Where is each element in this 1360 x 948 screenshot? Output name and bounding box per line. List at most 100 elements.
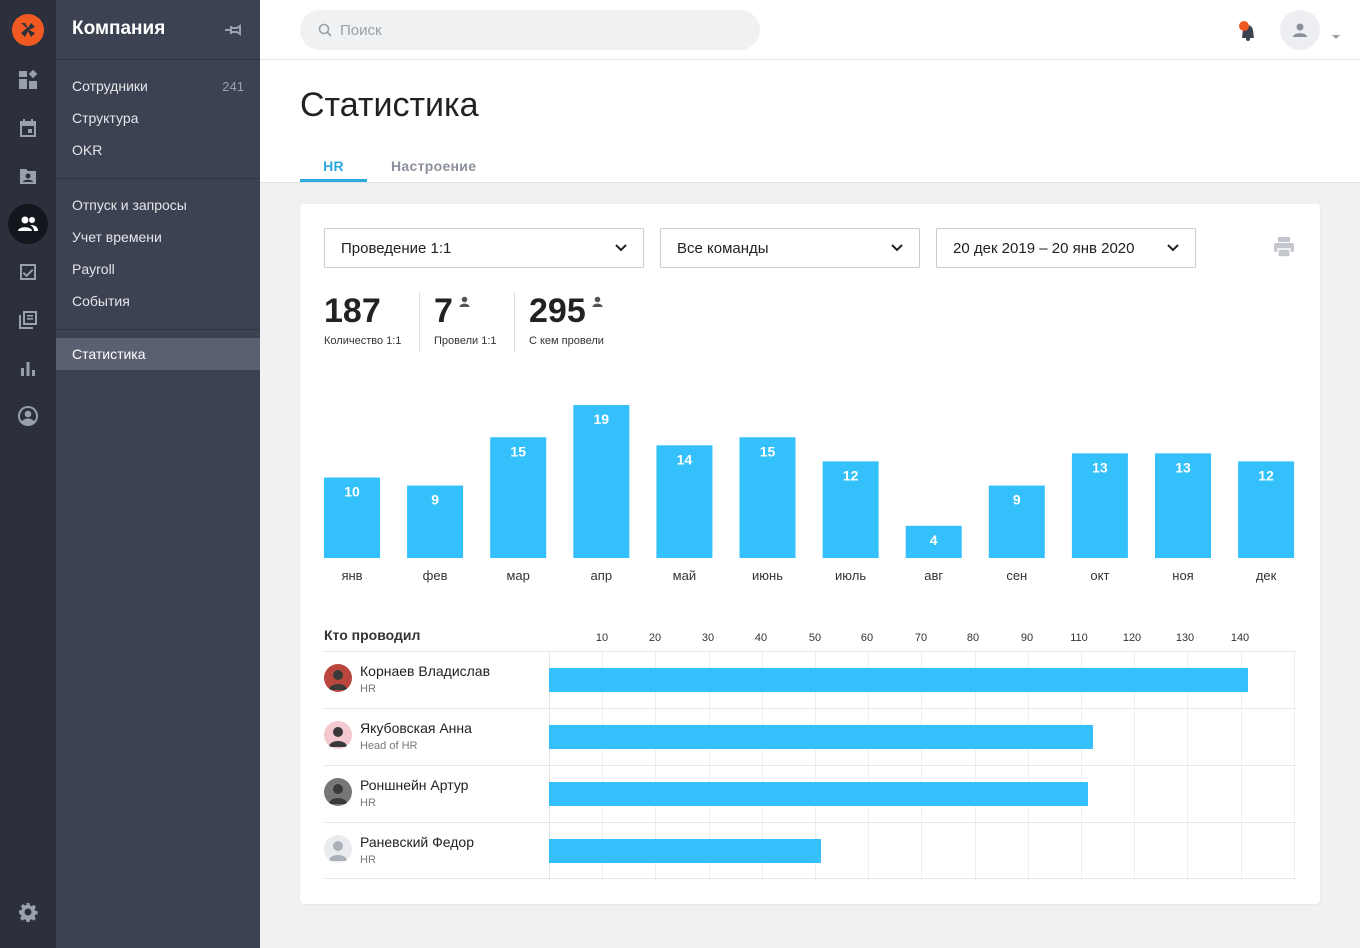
axis-tick-label: 30 [701,632,715,644]
bar-май[interactable] [656,445,713,558]
bar-мар[interactable] [490,437,547,558]
axis-tick-label: 50 [808,632,822,644]
people-icon[interactable] [8,204,48,244]
sidebar-item-okr[interactable]: OKR [56,134,260,166]
who-conducted-title: Кто проводил [324,627,421,643]
chevron-down-icon[interactable] [1331,27,1341,45]
bar-value-label: 9 [1013,492,1021,508]
bar-авг[interactable] [905,525,962,558]
grid-line [1293,651,1295,881]
person-role: HR [360,683,376,695]
bar-апр[interactable] [573,405,630,558]
sidebar-item-structure[interactable]: Структура [56,102,260,134]
axis-tick-label: 130 [1175,632,1195,644]
sidebar-item-label: Учет времени [72,229,162,245]
sidebar-item-payroll[interactable]: Payroll [56,253,260,285]
bar-июнь[interactable] [739,437,796,558]
stat-value: 295 [529,292,586,330]
conducted-bar[interactable] [549,668,1248,692]
conducted-bar[interactable] [549,725,1094,749]
section-sidebar: Компания Сотрудники 241 Структура OKR От… [56,0,260,948]
active-tab-indicator [300,179,367,182]
pin-icon[interactable] [224,22,242,43]
team-select[interactable]: Все команды [660,228,920,268]
page-header: Статистика HR Настроение [260,60,1360,183]
bar-фев[interactable] [407,485,464,558]
library-icon[interactable] [8,300,48,340]
contacts-icon[interactable] [8,156,48,196]
grid-line [974,651,976,881]
grid-line [602,651,604,881]
search-input[interactable] [340,20,740,40]
person-role: Head of HR [360,740,418,752]
month-label: дек [1256,568,1277,583]
name-column-divider [549,651,550,881]
tasks-icon[interactable] [8,252,48,292]
sidebar-group-stats: Статистика [56,330,260,370]
profile-icon[interactable] [8,396,48,436]
person-icon [459,296,470,307]
user-icon [1293,23,1307,37]
sidebar-group-hr: Отпуск и запросы Учет времени Payroll Со… [56,179,260,330]
sidebar-group-people: Сотрудники 241 Структура OKR [56,60,260,179]
sidebar-item-statistics[interactable]: Статистика [56,338,260,370]
dashboard-icon[interactable] [8,60,48,100]
calendar-icon[interactable] [8,108,48,148]
sidebar-item-employees[interactable]: Сотрудники 241 [56,70,260,102]
stats-icon[interactable] [8,348,48,388]
type-select[interactable]: Проведение 1:1 [324,228,644,268]
search-icon [318,23,332,42]
table-row[interactable]: Роншнейн Артур HR [324,765,1296,822]
axis-tick-label: 20 [648,632,662,644]
person-name: Раневский Федор [360,834,474,850]
avatar [324,835,352,863]
bar-value-label: 15 [510,443,526,459]
page-title: Статистика [300,86,479,124]
who-axis-ticks: 10 20 30 40 50 60 70 80 90 110 120 130 140 [549,632,1296,646]
sidebar-item-events[interactable]: События [56,285,260,317]
month-label: сен [1006,568,1027,583]
month-label: мар [506,568,529,583]
print-icon[interactable] [1272,236,1296,263]
chevron-down-icon [1167,244,1179,252]
conducted-bar[interactable] [549,839,822,863]
conducted-bar[interactable] [549,782,1088,806]
date-range-select[interactable]: 20 дек 2019 – 20 янв 2020 [936,228,1196,268]
table-row[interactable]: Корнаев Владислав HR [324,651,1296,708]
app-logo[interactable] [12,14,44,46]
sidebar-item-leave[interactable]: Отпуск и запросы [56,189,260,221]
stat-with-whom: 295 С кем провели [529,292,604,347]
stat-conducted: 7 Провели 1:1 [434,292,497,347]
notifications-icon[interactable] [1236,18,1260,47]
table-row[interactable]: Раневский Федор HR [324,822,1296,879]
bar-сен[interactable] [988,485,1045,558]
user-avatar-button[interactable] [1280,10,1320,50]
tab-mood[interactable]: Настроение [391,158,477,174]
bar-дек[interactable] [1238,461,1295,558]
sidebar-item-label: OKR [72,142,103,158]
sidebar-item-time[interactable]: Учет времени [56,221,260,253]
bar-ноя[interactable] [1155,453,1211,558]
month-label: фев [423,568,448,583]
axis-tick-label: 90 [1020,632,1034,644]
axis-tick-label: 10 [595,632,609,644]
month-label: июль [835,568,866,583]
bar-янв[interactable] [324,477,380,559]
avatar [324,721,352,749]
person-name: Корнаев Владислав [360,663,491,679]
axis-tick-label: 70 [914,632,928,644]
person-name: Якубовская Анна [360,720,472,736]
bar-окт[interactable] [1071,453,1128,558]
person-name: Роншнейн Артур [360,777,469,793]
grid-line [708,651,710,881]
chevron-down-icon [891,244,903,252]
date-range-value: 20 дек 2019 – 20 янв 2020 [953,239,1135,257]
settings-icon[interactable] [8,892,48,932]
monthly-bar-chart: 10 янв 9 фев 15 мар 19 апр 14 май 15 июнь 12 июль 4 авг… [324,405,1295,583]
bar-июль[interactable] [822,461,879,558]
tab-hr[interactable]: HR [323,158,344,174]
bar-value-label: 12 [843,467,859,483]
table-row[interactable]: Якубовская Анна Head of HR [324,708,1296,765]
grid-line [1187,651,1189,881]
sidebar-item-label: Статистика [72,346,146,362]
